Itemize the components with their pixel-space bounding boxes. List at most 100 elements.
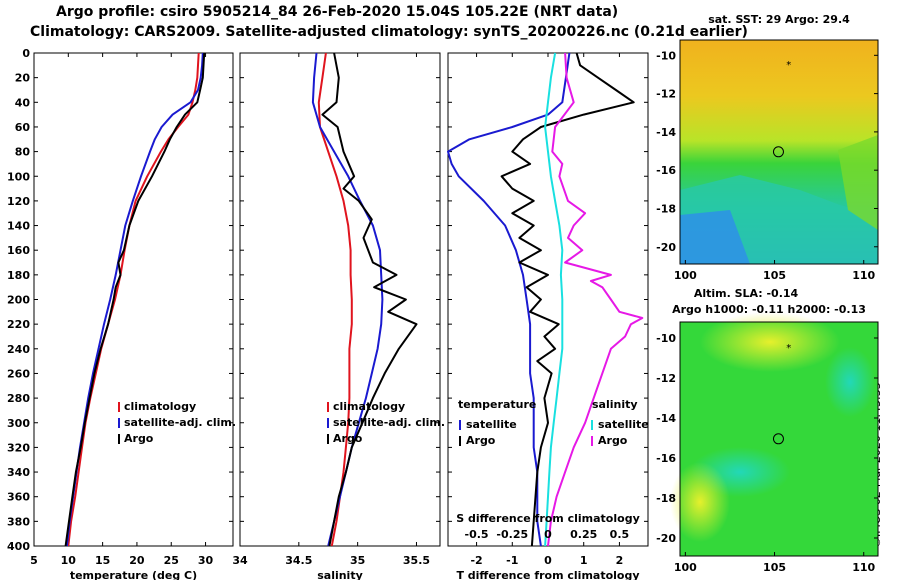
- x-tick-label: 25: [164, 554, 179, 567]
- legend-label: satellite: [598, 418, 649, 431]
- map-x-tick-label: 100: [674, 561, 697, 574]
- map-y-tick-label: -12: [656, 372, 676, 385]
- map-y-tick-label: -16: [656, 164, 676, 177]
- legend-group-title: salinity: [592, 398, 638, 411]
- y-tick-label: 320: [7, 441, 30, 454]
- x-tick-label: 34: [232, 554, 248, 567]
- plot-frame-temperature: [33, 52, 234, 547]
- map-title-sla-1: Altim. SLA: -0.14: [694, 287, 799, 300]
- map-y-tick-label: -20: [656, 241, 676, 254]
- y-tick-label: 80: [15, 146, 31, 159]
- x-tick-label: -1: [506, 554, 518, 567]
- y-tick-label: 220: [7, 318, 30, 331]
- legend-label: climatology: [333, 400, 405, 413]
- map-y-tick-label: -10: [656, 332, 676, 345]
- x-tick-label: 10: [61, 554, 77, 567]
- map-x-tick-label: 105: [763, 561, 786, 574]
- x-tick-label: 30: [198, 554, 214, 567]
- map-y-tick-label: -12: [656, 88, 676, 101]
- map-high-sla: [670, 462, 730, 542]
- argo-position-marker: [772, 146, 784, 158]
- legend-label: satellite-adj. clim.: [124, 416, 236, 429]
- legend-label: satellite-adj. clim.: [333, 416, 445, 429]
- plot-frame-difference: [447, 52, 649, 547]
- map-warm-region: [838, 135, 878, 230]
- series-line-temperature-argo: [500, 52, 635, 547]
- map-y-tick-label: -16: [656, 452, 676, 465]
- map-cold-region: [680, 210, 750, 264]
- x-axis-label-top: S difference from climatology: [456, 512, 640, 525]
- map-y-tick-label: -18: [656, 202, 676, 215]
- x-tick-label: -2: [470, 554, 482, 567]
- y-tick-label: 340: [7, 466, 30, 479]
- x-tick-label: 35.5: [403, 554, 430, 567]
- map-high-sla: [700, 312, 840, 372]
- y-tick-label: 300: [7, 417, 30, 430]
- y-tick-label: 60: [15, 121, 31, 134]
- x-tick-label: 0: [544, 554, 552, 567]
- y-tick-label: 40: [15, 96, 31, 109]
- x-tick-label: 34.5: [285, 554, 312, 567]
- legend-label: satellite: [466, 418, 517, 431]
- legend-label: climatology: [124, 400, 196, 413]
- plot-frame-salinity: [239, 52, 441, 547]
- y-tick-label: 380: [7, 515, 30, 528]
- y-tick-label: 280: [7, 392, 30, 405]
- top-x-tick-label: -0.25: [496, 528, 528, 541]
- series-line-salinity-argo: [547, 52, 644, 547]
- map-y-tick-label: -14: [656, 126, 676, 139]
- map-y-tick-label: -20: [656, 532, 676, 545]
- map-small-marker: *: [786, 60, 791, 71]
- top-x-tick-label: 0.25: [570, 528, 597, 541]
- x-axis-label-difference: T difference from climatology: [456, 569, 639, 580]
- legend-label: Argo: [124, 432, 154, 445]
- series-line-climatology: [317, 52, 353, 547]
- x-tick-label: 2: [616, 554, 624, 567]
- x-tick-label: 35: [350, 554, 365, 567]
- x-axis-label-salinity: salinity: [317, 569, 363, 580]
- map-small-marker: *: [786, 343, 791, 354]
- x-tick-label: 5: [30, 554, 38, 567]
- map-title-sla-2: Argo h1000: -0.11 h2000: -0.13: [672, 303, 866, 316]
- top-x-tick-label: 0.5: [610, 528, 630, 541]
- legend-group-title: temperature: [458, 398, 536, 411]
- y-tick-label: 260: [7, 367, 30, 380]
- x-axis-label-temperature: temperature (deg C): [70, 569, 197, 580]
- map-frame: [679, 39, 879, 265]
- y-tick-label: 160: [7, 244, 30, 257]
- argo-position-marker: [772, 433, 784, 445]
- y-tick-label: 120: [7, 195, 30, 208]
- x-tick-label: 1: [580, 554, 588, 567]
- map-y-tick-label: -18: [656, 492, 676, 505]
- y-tick-label: 100: [7, 170, 30, 183]
- y-tick-label: 360: [7, 491, 30, 504]
- figure-title-line2: Climatology: CARS2009. Satellite-adjuste…: [30, 24, 748, 40]
- map-y-tick-label: -10: [656, 49, 676, 62]
- series-line-argo: [321, 52, 418, 547]
- legend-label: Argo: [598, 434, 628, 447]
- legend-label: Argo: [466, 434, 496, 447]
- x-tick-label: 20: [129, 554, 145, 567]
- map-x-tick-label: 105: [763, 269, 786, 282]
- top-x-tick-label: -0.5: [465, 528, 489, 541]
- series-line-salinity-satellite: [544, 52, 564, 547]
- figure-title-line1: Argo profile: csiro 5905214_84 26-Feb-20…: [56, 4, 619, 20]
- map-x-tick-label: 110: [852, 561, 875, 574]
- y-tick-label: 200: [7, 294, 30, 307]
- map-x-tick-label: 100: [674, 269, 697, 282]
- map-frame: [679, 321, 879, 557]
- map-low-sla: [825, 347, 875, 417]
- map-y-tick-label: -14: [656, 412, 676, 425]
- y-tick-label: 0: [22, 47, 30, 60]
- series-line-argo: [64, 52, 206, 547]
- map-x-tick-label: 110: [852, 269, 875, 282]
- y-tick-label: 180: [7, 269, 30, 282]
- x-tick-label: 15: [95, 554, 110, 567]
- y-tick-label: 20: [15, 72, 31, 85]
- legend-label: Argo: [333, 432, 363, 445]
- y-tick-label: 400: [7, 540, 30, 553]
- y-tick-label: 140: [7, 220, 30, 233]
- map-title-sst: sat. SST: 29 Argo: 29.4: [708, 13, 850, 26]
- y-tick-label: 240: [7, 343, 30, 356]
